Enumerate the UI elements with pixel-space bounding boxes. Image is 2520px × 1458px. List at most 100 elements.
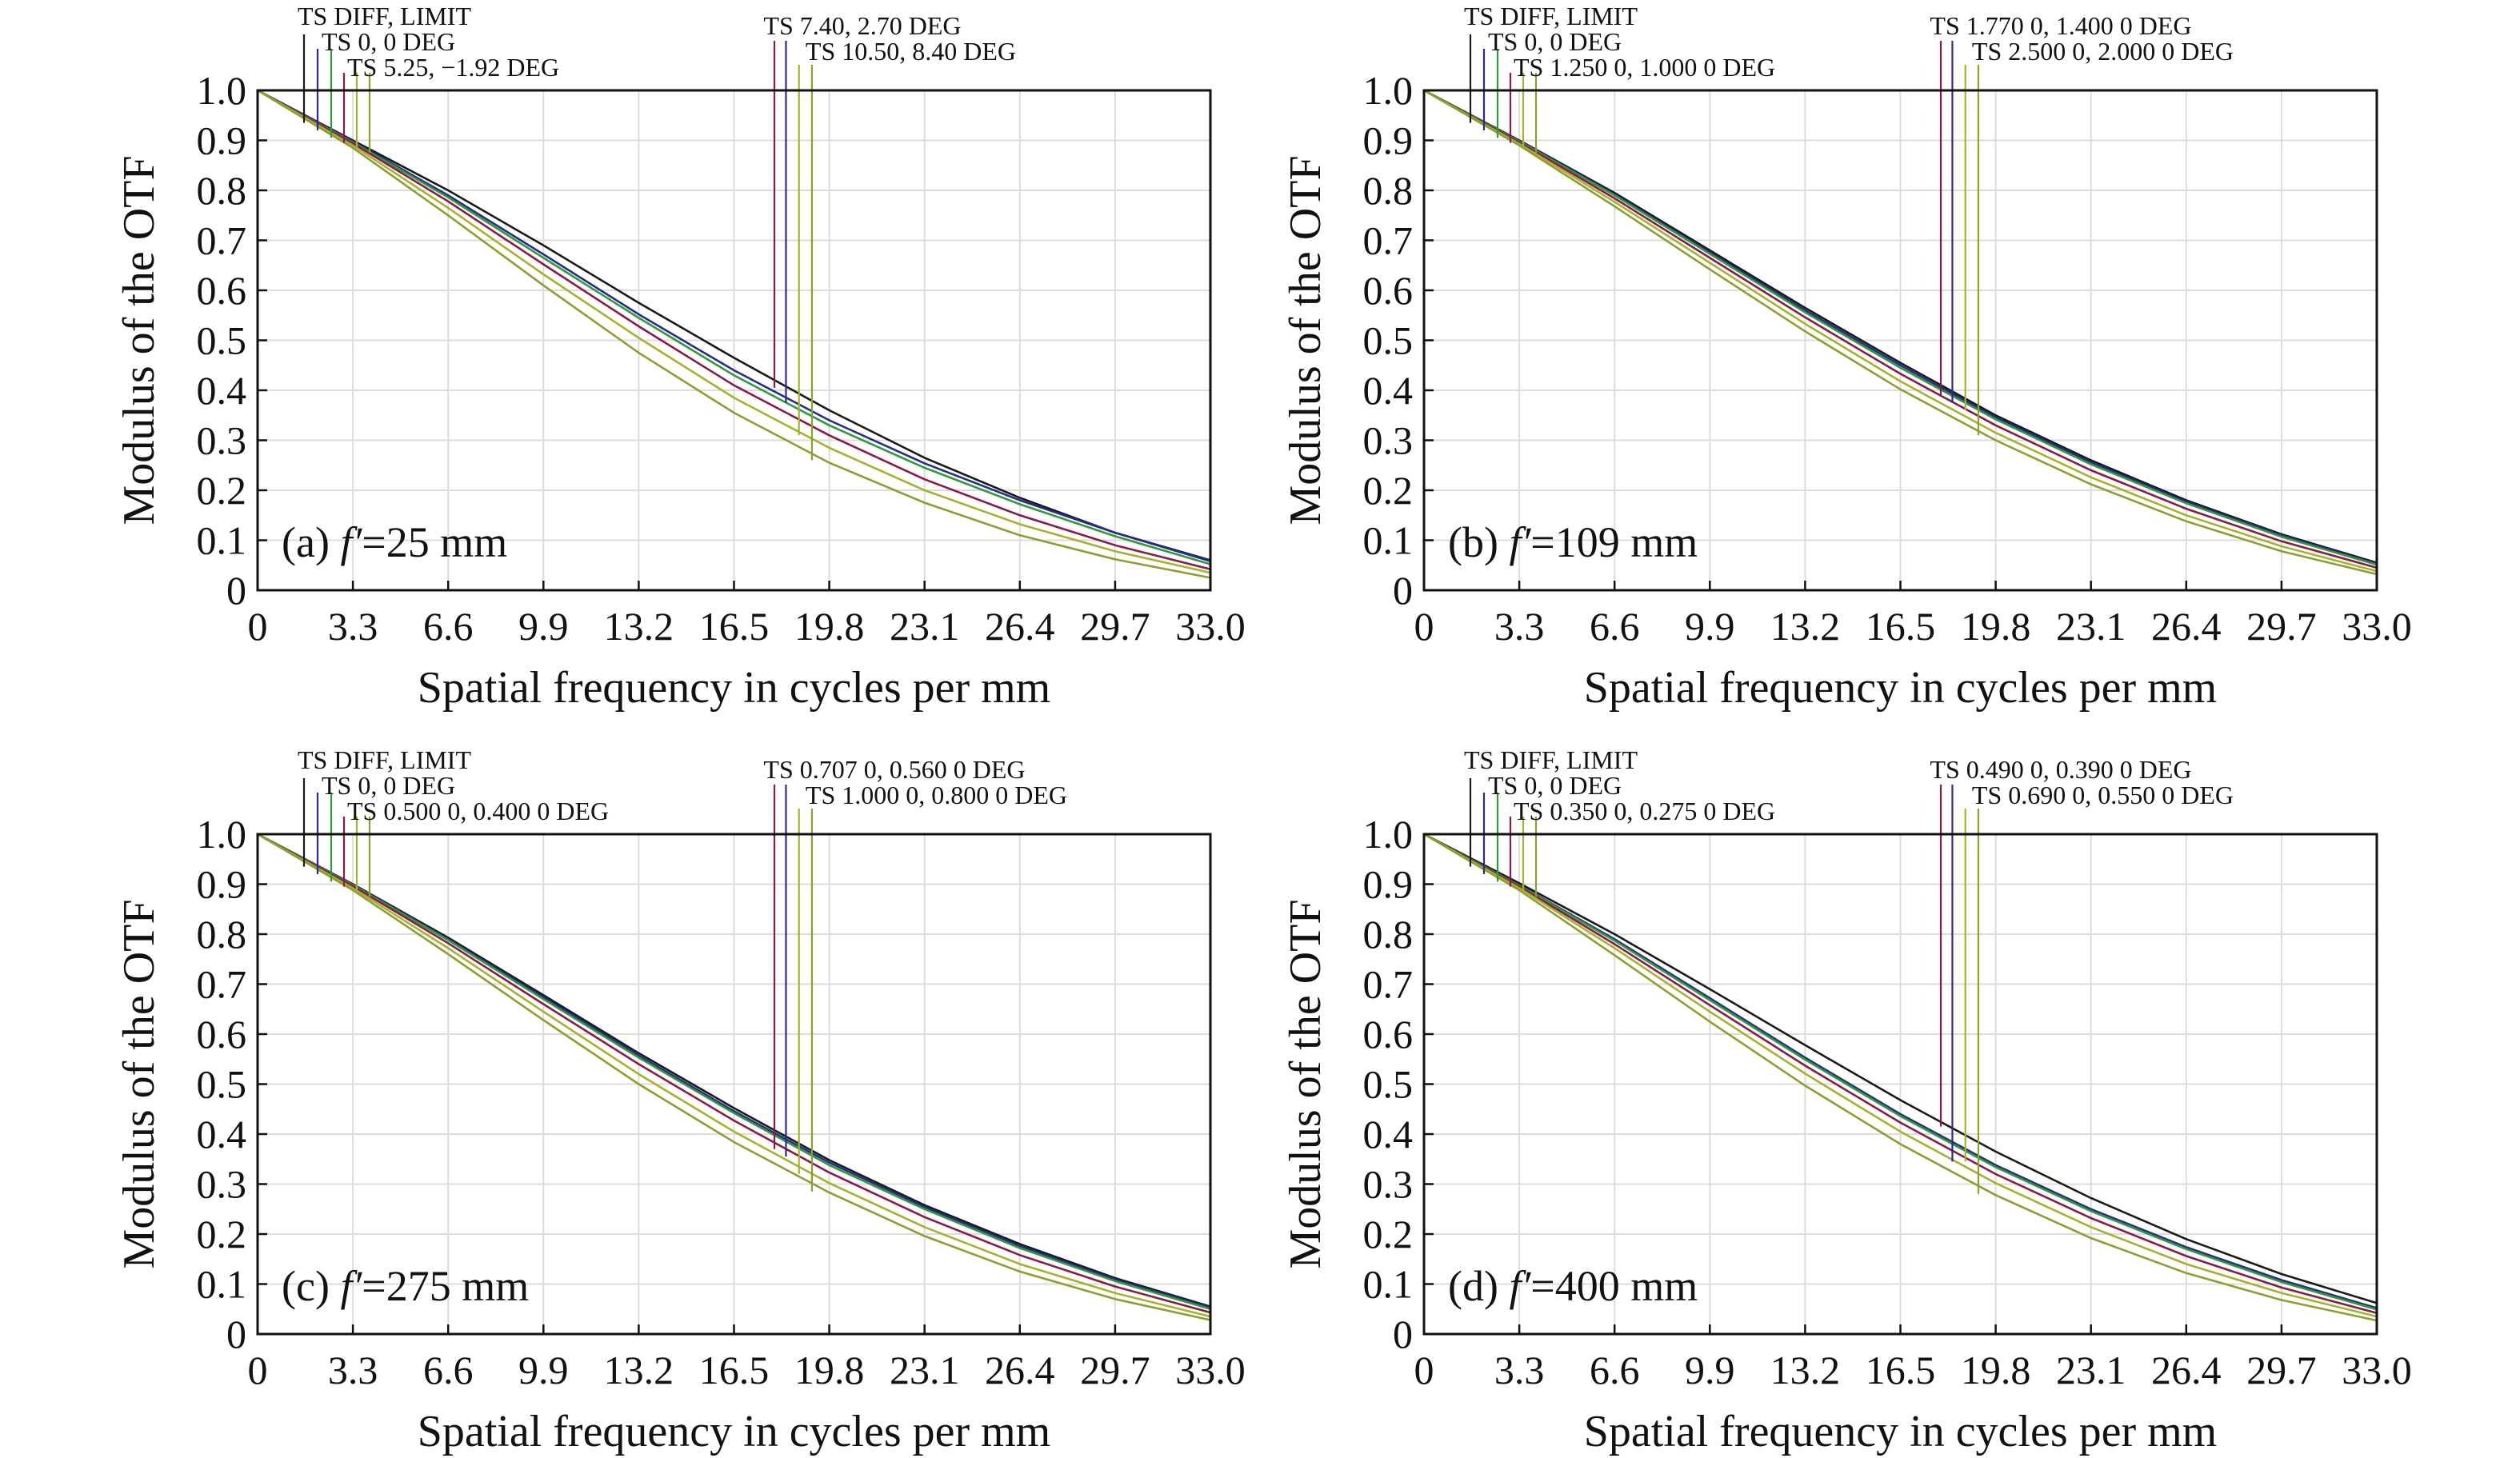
panel-label-value: =109 mm	[1530, 518, 1698, 566]
grid-lines	[258, 90, 1210, 590]
x-tick-label: 6.6	[1590, 604, 1640, 649]
x-tick-label: 19.8	[794, 604, 865, 649]
legend-entry-left: TS 0, 0 DEG	[322, 771, 455, 800]
legend-entry-left: TS 0, 0 DEG	[322, 27, 455, 56]
x-tick-label: 29.7	[2246, 1348, 2317, 1392]
y-tick-label: 1.0	[1363, 812, 1414, 857]
x-axis-title: Spatial frequency in cycles per mm	[1584, 663, 2218, 713]
x-tick-label: 0	[1414, 604, 1434, 649]
series-line-6	[1423, 89, 2378, 576]
y-tick-label: 0.2	[1363, 468, 1414, 513]
series-line-5	[257, 89, 1211, 574]
x-axis-title: Spatial frequency in cycles per mm	[1584, 1407, 2218, 1456]
y-tick-label: 0.8	[1363, 168, 1414, 213]
y-tick-label: 0	[226, 1312, 246, 1356]
panel-label: (d) f′=400 mm	[1448, 1262, 1698, 1310]
y-tick-label: 0.3	[1363, 418, 1414, 463]
y-tick-label: 0.3	[197, 1162, 247, 1207]
panel-label-prefix: (c)	[282, 1262, 340, 1310]
x-tick-label: 26.4	[985, 604, 1055, 649]
series-group	[1423, 833, 2378, 1322]
x-tick-label: 3.3	[1494, 604, 1545, 649]
x-tick-label: 9.9	[1685, 604, 1735, 649]
series-line-3	[1423, 89, 2378, 566]
x-tick-label: 3.3	[328, 604, 378, 649]
legend-entry-right: TS 1.770 0, 1.400 0 DEG	[1930, 11, 2191, 40]
x-tick-label: 9.9	[518, 1348, 569, 1392]
series-line-1	[257, 89, 1211, 561]
y-tick-label: 0.4	[1363, 368, 1414, 413]
x-tick-label: 33.0	[1175, 604, 1246, 649]
series-line-3	[1423, 833, 2378, 1311]
legend-entry-left: TS 0, 0 DEG	[1488, 771, 1622, 800]
series-line-4	[1423, 833, 2378, 1315]
x-tick-label: 0	[1414, 1348, 1434, 1392]
y-tick-label: 0.5	[1363, 1062, 1414, 1107]
y-tick-label: 0.8	[1363, 912, 1414, 957]
panel-label-symbol: f′	[340, 518, 362, 566]
legend-entry-left: TS DIFF, LIMIT	[298, 745, 471, 774]
x-tick-label: 26.4	[2151, 604, 2222, 649]
x-tick-label: 19.8	[1961, 604, 2031, 649]
y-axis-title: Modulus of the OTF	[1281, 900, 1330, 1269]
y-tick-label: 0.6	[1363, 268, 1414, 313]
x-tick-label: 13.2	[1770, 604, 1841, 649]
x-tick-label: 33.0	[1175, 1348, 1246, 1392]
y-tick-label: 0.1	[1363, 518, 1414, 563]
y-tick-label: 0.1	[1363, 1262, 1414, 1307]
series-line-5	[257, 833, 1211, 1318]
panel-label: (b) f′=109 mm	[1448, 518, 1698, 566]
panel-label-symbol: f′	[1509, 1262, 1531, 1310]
x-tick-label: 0	[248, 1348, 268, 1392]
y-tick-label: 0.9	[1363, 862, 1414, 907]
x-tick-label: 13.2	[1770, 1348, 1841, 1392]
y-tick-label: 0.7	[197, 962, 247, 1007]
y-tick-label: 0.9	[197, 118, 247, 163]
x-axis-title: Spatial frequency in cycles per mm	[418, 1407, 1051, 1456]
x-tick-label: 13.2	[604, 1348, 674, 1392]
x-tick-label: 29.7	[1080, 604, 1150, 649]
y-tick-label: 0.2	[197, 1212, 247, 1256]
x-tick-label: 6.6	[423, 604, 474, 649]
x-tick-label: 19.8	[794, 1348, 865, 1392]
legend-entry-right: TS 10.50, 8.40 DEG	[806, 37, 1016, 66]
legend-entry-right: TS 7.40, 2.70 DEG	[763, 11, 961, 40]
x-tick-label: 6.6	[1590, 1348, 1640, 1392]
x-tick-label: 13.2	[604, 604, 674, 649]
x-tick-label: 6.6	[423, 1348, 474, 1392]
series-line-2	[257, 89, 1211, 563]
x-tick-label: 16.5	[1866, 1348, 1936, 1392]
y-tick-label: 0.7	[197, 218, 247, 263]
legend-entry-left: TS DIFF, LIMIT	[1464, 2, 1638, 30]
x-tick-label: 33.0	[2342, 604, 2412, 649]
y-tick-label: 0.4	[1363, 1112, 1414, 1156]
y-tick-label: 0	[226, 568, 246, 613]
legend-entry-left: TS 0.350 0, 0.275 0 DEG	[1514, 797, 1775, 825]
legend-markers	[1469, 778, 1980, 1194]
series-line-5	[1423, 89, 2378, 573]
y-tick-label: 0.4	[197, 1112, 247, 1156]
y-tick-label: 0.1	[197, 518, 247, 563]
axis-ticks: 0 3.3 6.6 9.9 13.2 16.5 19.8 23.1 26.4 29.7 33.000…	[197, 812, 1246, 1392]
y-tick-label: 0.3	[197, 418, 247, 463]
y-tick-label: 0.9	[1363, 118, 1414, 163]
x-tick-label: 29.7	[2246, 604, 2317, 649]
series-line-6	[257, 89, 1211, 579]
panel-label-value: =275 mm	[362, 1262, 529, 1310]
x-tick-label: 16.5	[699, 604, 770, 649]
legend-entry-left: TS DIFF, LIMIT	[298, 2, 471, 30]
legend-entry-left: TS 0, 0 DEG	[1488, 27, 1622, 56]
y-tick-label: 0.3	[1363, 1162, 1414, 1207]
panel-label-prefix: (b)	[1448, 518, 1509, 566]
y-tick-label: 1.0	[1363, 68, 1414, 113]
axis-ticks: 0 3.3 6.6 9.9 13.2 16.5 19.8 23.1 26.4 29.7 33.000…	[1363, 68, 2412, 649]
y-tick-label: 0.5	[197, 318, 247, 363]
legend-entry-left: TS DIFF, LIMIT	[1464, 745, 1638, 774]
legend-markers	[1469, 34, 1980, 436]
